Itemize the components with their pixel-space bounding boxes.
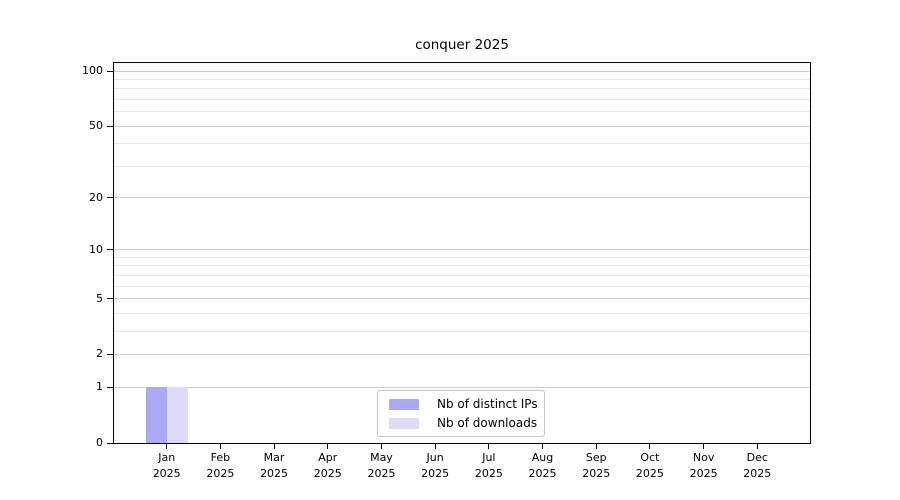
y-axis-tick-label: 100 xyxy=(82,64,103,78)
x-axis-tick-label: Mar 2025 xyxy=(260,451,289,480)
legend-entry-distinct-ips: Nb of distinct IPs xyxy=(378,396,544,412)
gridline-minor xyxy=(114,165,810,167)
y-axis-tick xyxy=(107,197,113,199)
y-axis-tick-label: 50 xyxy=(89,119,103,133)
x-axis-tick-label: Jan 2025 xyxy=(152,451,181,480)
legend: Nb of distinct IPs Nb of downloads xyxy=(377,390,545,437)
y-axis-tick xyxy=(107,125,113,127)
y-axis-tick xyxy=(107,353,113,355)
x-axis-tick-label: Jul 2025 xyxy=(474,451,503,480)
x-axis-tick-label: Apr 2025 xyxy=(313,451,342,480)
x-axis-tick xyxy=(434,444,436,449)
y-axis-tick xyxy=(107,386,113,388)
x-axis-tick xyxy=(219,444,221,449)
gridline-major xyxy=(114,249,810,251)
y-axis-tick xyxy=(107,298,113,300)
x-axis-tick xyxy=(703,444,705,449)
gridline-minor xyxy=(114,265,810,267)
legend-swatch-downloads xyxy=(389,417,419,429)
y-axis-tick xyxy=(107,249,113,251)
bar-downloads xyxy=(166,387,188,443)
x-axis-tick xyxy=(273,444,275,449)
x-axis-tick-label: Jun 2025 xyxy=(421,451,450,480)
y-axis-tick xyxy=(107,70,113,72)
y-axis-tick-label: 0 xyxy=(96,436,103,449)
x-axis-tick-label: Dec 2025 xyxy=(743,451,772,480)
gridline-minor xyxy=(114,79,810,81)
x-axis-tick xyxy=(595,444,597,449)
legend-entry-downloads: Nb of downloads xyxy=(378,415,544,431)
y-axis-tick-label: 1 xyxy=(96,380,103,394)
gridline-minor xyxy=(114,99,810,101)
gridline-minor xyxy=(114,111,810,113)
gridline-major xyxy=(114,70,810,72)
y-axis-tick xyxy=(107,442,113,444)
x-axis-tick xyxy=(649,444,651,449)
plot-area xyxy=(113,62,811,444)
gridline-major xyxy=(114,125,810,127)
x-axis-tick xyxy=(327,444,329,449)
y-axis-tick-label: 2 xyxy=(96,347,103,361)
chart-title: conquer 2025 xyxy=(415,37,509,53)
x-axis-tick xyxy=(166,444,168,449)
gridline-minor xyxy=(114,143,810,145)
legend-swatch-distinct-ips xyxy=(389,398,419,410)
x-axis-tick xyxy=(542,444,544,449)
gridline-major xyxy=(114,386,810,388)
x-axis-tick xyxy=(488,444,490,449)
gridline-minor xyxy=(114,330,810,332)
x-axis-tick xyxy=(756,444,758,449)
x-axis-tick-label: Nov 2025 xyxy=(689,451,718,480)
x-axis-tick-label: Feb 2025 xyxy=(206,451,235,480)
x-axis-tick-label: May 2025 xyxy=(367,451,396,480)
x-axis-tick-label: Sep 2025 xyxy=(582,451,611,480)
gridline-minor xyxy=(114,257,810,258)
gridline-major xyxy=(114,197,810,199)
x-axis-tick-label: Aug 2025 xyxy=(528,451,557,480)
gridline-minor xyxy=(114,88,810,90)
bar-distinct-ips xyxy=(145,387,167,443)
x-axis-tick xyxy=(380,444,382,449)
gridline-major xyxy=(114,353,810,355)
gridline-minor xyxy=(114,312,810,314)
legend-label-distinct-ips: Nb of distinct IPs xyxy=(437,397,538,411)
gridline-minor xyxy=(114,274,810,276)
gridline-minor xyxy=(114,285,810,287)
y-axis-tick-label: 20 xyxy=(89,190,103,204)
y-axis-tick-label: 5 xyxy=(96,291,103,305)
legend-label-downloads: Nb of downloads xyxy=(437,416,538,430)
y-axis-tick-label: 10 xyxy=(89,242,103,256)
gridline-major xyxy=(114,298,810,300)
x-axis-tick-label: Oct 2025 xyxy=(635,451,664,480)
